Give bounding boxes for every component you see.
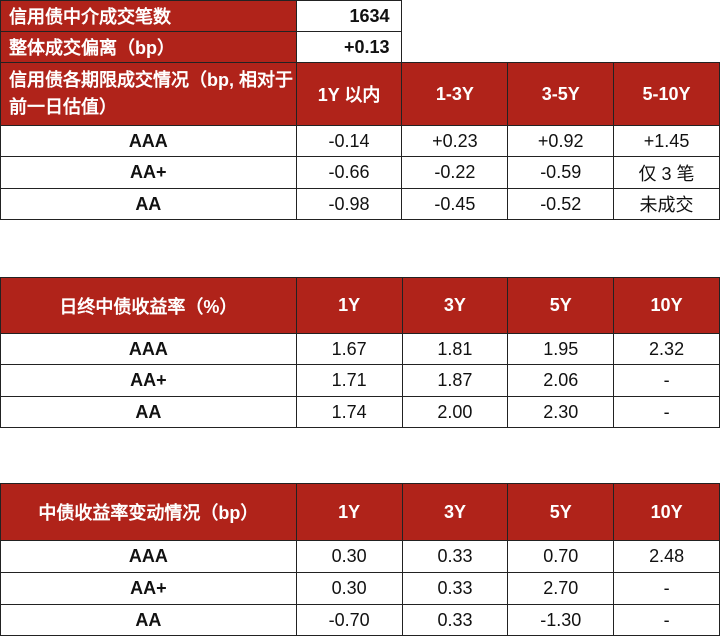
header-cell: 10Y: [613, 277, 720, 334]
table-row: AA -0.70 0.33 -1.30 -: [0, 604, 720, 636]
table-row: AA -0.98 -0.45 -0.52 未成交: [0, 188, 720, 220]
value-cell: 0.33: [401, 572, 509, 605]
table-row: AA 1.74 2.00 2.30 -: [0, 396, 720, 428]
rating-cell: AAA: [0, 125, 297, 157]
header-cell: 5Y: [507, 483, 615, 541]
rating-cell: AA+: [0, 156, 297, 189]
value-cell: 1.95: [507, 333, 615, 365]
header-cell: 1Y: [295, 277, 403, 334]
header-cell: 1Y 以内: [295, 62, 403, 126]
value-cell: 1.81: [401, 333, 509, 365]
header-cell: 信用债各期限成交情况（bp, 相对于前一日估值）: [0, 62, 297, 126]
value-cell: 2.00: [401, 396, 509, 428]
value-cell: +1.45: [613, 125, 720, 157]
rating-cell: AAA: [0, 540, 297, 573]
deviation-label: 整体成交偏离（bp）: [0, 31, 297, 63]
value-cell: -: [613, 396, 720, 428]
rating-cell: AAA: [0, 333, 297, 365]
table3-header: 中债收益率变动情况（bp） 1Y 3Y 5Y 10Y: [0, 483, 720, 541]
trade-count-value: 1634: [295, 0, 403, 32]
value-cell: -0.14: [295, 125, 403, 157]
table1-header: 信用债各期限成交情况（bp, 相对于前一日估值） 1Y 以内 1-3Y 3-5Y…: [0, 62, 720, 126]
header-cell: 3Y: [401, 483, 509, 541]
table-row: AAA 1.67 1.81 1.95 2.32: [0, 333, 720, 365]
table-row: AA+ -0.66 -0.22 -0.59 仅 3 笔: [0, 156, 720, 189]
value-cell: 1.87: [401, 364, 509, 397]
rating-cell: AA: [0, 396, 297, 428]
value-cell: 0.70: [507, 540, 615, 573]
yield-table: 日终中债收益率（%） 1Y 3Y 5Y 10Y AAA 1.67 1.81 1.…: [0, 277, 720, 428]
table-row: AAA 0.30 0.33 0.70 2.48: [0, 540, 720, 573]
value-cell: 1.74: [295, 396, 403, 428]
value-cell: -0.66: [295, 156, 403, 189]
value-cell: 2.06: [507, 364, 615, 397]
value-cell: -: [613, 572, 720, 605]
header-cell: 5Y: [507, 277, 615, 334]
value-cell: -0.22: [401, 156, 509, 189]
value-cell: 1.67: [295, 333, 403, 365]
value-cell: 0.30: [295, 572, 403, 605]
rating-cell: AA: [0, 188, 297, 220]
table-row: AA+ 0.30 0.33 2.70 -: [0, 572, 720, 605]
table-row: AAA -0.14 +0.23 +0.92 +1.45: [0, 125, 720, 157]
value-cell: -0.45: [401, 188, 509, 220]
value-cell: 1.71: [295, 364, 403, 397]
value-cell: 2.48: [613, 540, 720, 573]
header-cell: 3-5Y: [507, 62, 615, 126]
value-cell: +0.92: [507, 125, 615, 157]
value-cell: 仅 3 笔: [613, 156, 720, 189]
value-cell: -0.70: [295, 604, 403, 636]
value-cell: 0.33: [401, 540, 509, 573]
table2-header: 日终中债收益率（%） 1Y 3Y 5Y 10Y: [0, 277, 720, 334]
header-cell: 1Y: [295, 483, 403, 541]
value-cell: -: [613, 604, 720, 636]
value-cell: 2.30: [507, 396, 615, 428]
value-cell: -1.30: [507, 604, 615, 636]
header-cell: 3Y: [401, 277, 509, 334]
header-cell: 1-3Y: [401, 62, 509, 126]
value-cell: 0.33: [401, 604, 509, 636]
deviation-value: +0.13: [295, 31, 403, 63]
value-cell: -0.98: [295, 188, 403, 220]
header-cell: 5-10Y: [613, 62, 720, 126]
value-cell: +0.23: [401, 125, 509, 157]
trade-count-label: 信用债中介成交笔数: [0, 0, 297, 32]
table-row: AA+ 1.71 1.87 2.06 -: [0, 364, 720, 397]
yield-change-table: 中债收益率变动情况（bp） 1Y 3Y 5Y 10Y AAA 0.30 0.33…: [0, 483, 720, 636]
value-cell: 2.70: [507, 572, 615, 605]
rating-cell: AA: [0, 604, 297, 636]
value-cell: 未成交: [613, 188, 720, 220]
value-cell: -0.59: [507, 156, 615, 189]
rating-cell: AA+: [0, 364, 297, 397]
header-cell: 10Y: [613, 483, 720, 541]
value-cell: -0.52: [507, 188, 615, 220]
value-cell: 2.32: [613, 333, 720, 365]
header-cell: 中债收益率变动情况（bp）: [0, 483, 297, 541]
value-cell: 0.30: [295, 540, 403, 573]
header-cell: 日终中债收益率（%）: [0, 277, 297, 334]
value-cell: -: [613, 364, 720, 397]
rating-cell: AA+: [0, 572, 297, 605]
credit-bond-trading-table: 信用债中介成交笔数 1634 整体成交偏离（bp） +0.13 信用债各期限成交…: [0, 0, 720, 220]
